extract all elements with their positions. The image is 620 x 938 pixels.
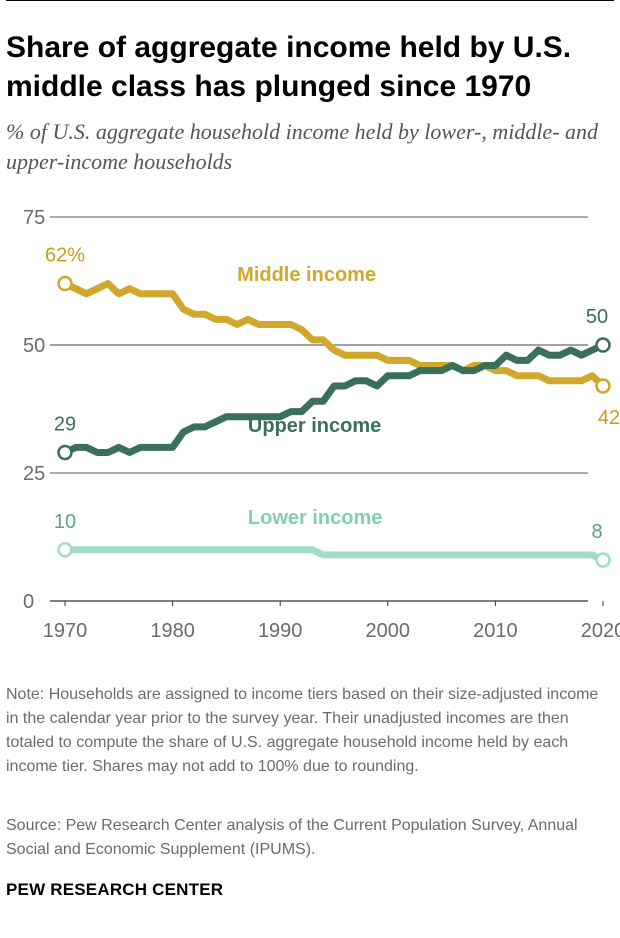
y-tick-label: 0 bbox=[23, 591, 34, 613]
x-tick-label: 1970 bbox=[43, 620, 88, 642]
chart-note: Note: Households are assigned to income … bbox=[6, 686, 599, 775]
end-point-marker bbox=[595, 337, 611, 353]
series-name-label: Middle income bbox=[237, 264, 376, 286]
start-value-label: 10 bbox=[54, 511, 76, 533]
line-chart: 0 25 50 75 1970 1980 1990 2000 2010 2020 62% 42 29… bbox=[23, 207, 620, 642]
start-value-label: 62% bbox=[45, 245, 85, 267]
series-lines bbox=[57, 275, 611, 568]
gridlines bbox=[50, 216, 588, 602]
chart-source: Source: Pew Research Center analysis of … bbox=[6, 817, 578, 858]
organization-name: PEW RESEARCH CENTER bbox=[6, 880, 224, 899]
y-tick-label: 50 bbox=[23, 335, 45, 357]
series-line-upper-income bbox=[61, 341, 607, 456]
x-tick-label: 2020 bbox=[581, 620, 620, 642]
end-value-label: 50 bbox=[586, 306, 608, 328]
start-point-marker bbox=[57, 275, 73, 292]
series-name-label: Upper income bbox=[248, 415, 381, 437]
x-tick-label: 1980 bbox=[150, 620, 195, 642]
start-point-marker bbox=[57, 542, 73, 558]
y-tick-label: 75 bbox=[23, 207, 45, 229]
series-line-lower-income bbox=[61, 546, 607, 564]
start-value-label: 29 bbox=[54, 414, 76, 436]
end-value-label: 42 bbox=[598, 407, 620, 429]
x-tick-label: 2010 bbox=[473, 620, 518, 642]
start-point-marker bbox=[57, 444, 73, 461]
series-name-label: Lower income bbox=[248, 507, 382, 529]
end-point-marker bbox=[595, 378, 611, 394]
chart-title: Share of aggregate income held by U.S. m… bbox=[6, 31, 572, 103]
end-point-marker bbox=[595, 552, 611, 568]
x-axis-ticks: 1970 1980 1990 2000 2010 2020 bbox=[43, 601, 620, 642]
x-tick-label: 2000 bbox=[366, 620, 411, 642]
chart-subtitle: % of U.S. aggregate household income hel… bbox=[6, 119, 599, 174]
x-tick-label: 1990 bbox=[258, 620, 303, 642]
series-line-middle-income bbox=[61, 280, 607, 390]
top-rule bbox=[6, 0, 614, 1]
y-tick-label: 25 bbox=[23, 463, 45, 485]
series-labels: 62% 42 29 50 10 8 Middle income Upper income Low… bbox=[45, 245, 620, 543]
end-value-label: 8 bbox=[591, 521, 602, 543]
y-axis-ticks: 0 25 50 75 bbox=[23, 207, 45, 613]
